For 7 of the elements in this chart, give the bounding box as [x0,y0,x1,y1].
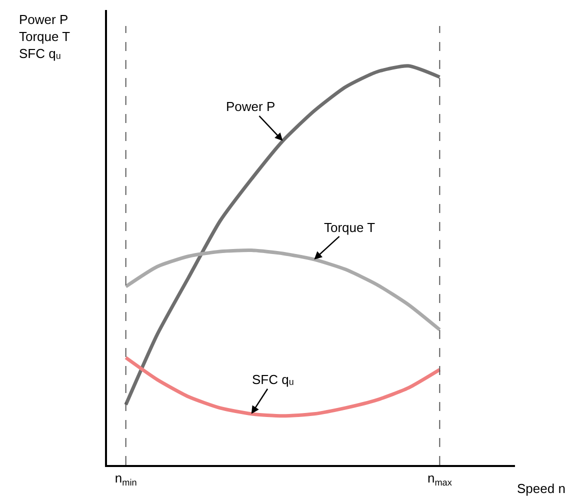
x-tick-label: n$_{max}$ [427,470,452,488]
x-tick-label: n$_{min}$ [114,470,137,488]
series-label: Power P [226,99,276,114]
text: Torque T [324,220,376,235]
text: SFC qᵤ [252,372,294,387]
x-axis-title: Speed n [517,481,566,496]
y-axis-title: Power P Torque T SFC qᵤ [19,12,70,61]
